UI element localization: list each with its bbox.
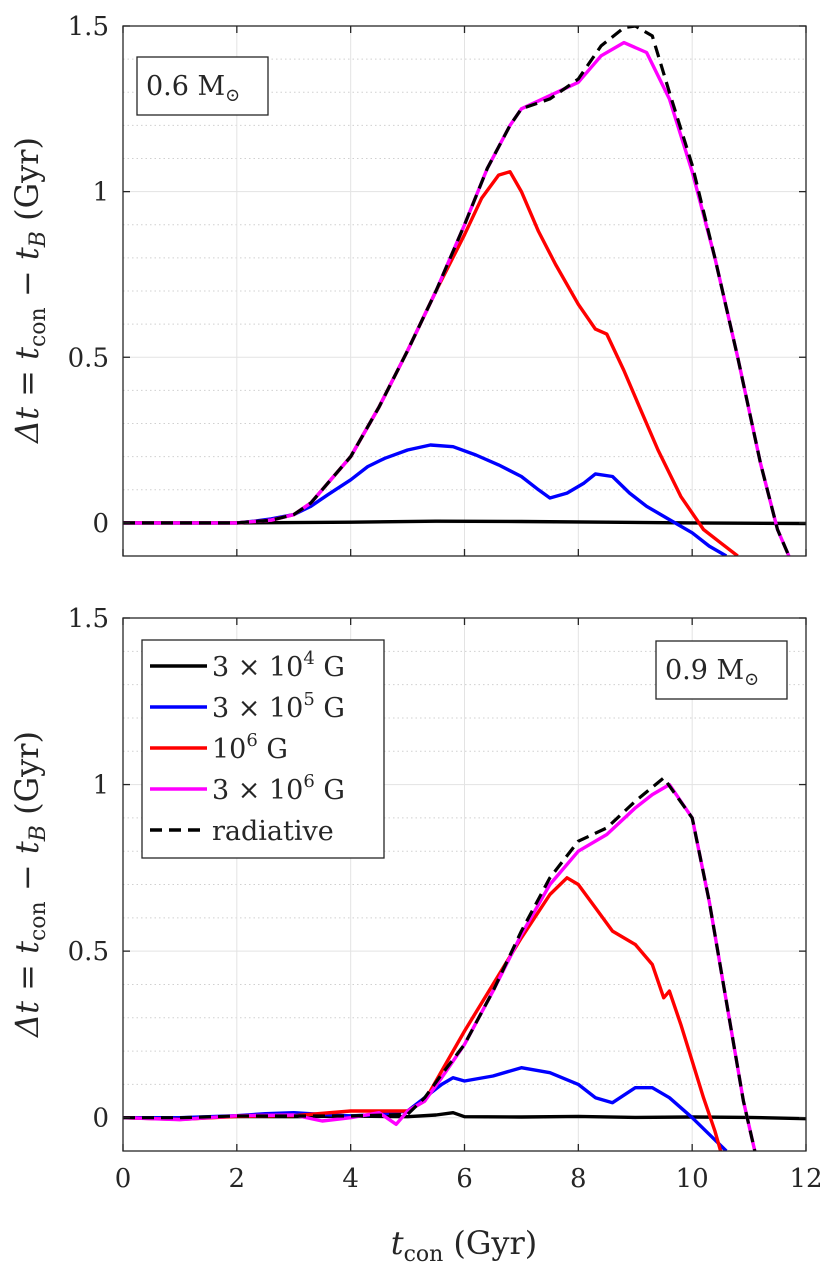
svg-text:0.6 M⊙: 0.6 M⊙ (146, 71, 240, 106)
ylabel-mid: − t (8, 247, 46, 307)
x-tick-label: 2 (229, 1164, 246, 1194)
y-tick-label: 1.5 (68, 12, 109, 42)
xlabel-sub: con (404, 1242, 444, 1267)
series-bottom (123, 776, 806, 1151)
x-tick-label: 12 (789, 1164, 822, 1194)
ticks-top: 0 0.5 1 1.5 (68, 12, 807, 556)
y-tick-label: 0.5 (68, 343, 109, 373)
legend-label-3e6: 3 × 106 G (212, 771, 345, 806)
y-tick-label: 1.5 (68, 604, 109, 634)
xlabel-unit: (Gyr) (453, 1224, 537, 1262)
x-tick-label: 0 (115, 1164, 132, 1194)
y-tick-label: 0.5 (68, 937, 109, 967)
ylabel-mid: − t (8, 841, 46, 901)
xlabel-main: t (391, 1224, 404, 1262)
ylabel-sub2: B (26, 231, 51, 248)
ylabel-lhs: Δt = t (8, 941, 46, 1039)
legend-label-3e5: 3 × 105 G (212, 689, 345, 724)
ylabel-sub2: B (26, 825, 51, 842)
panel-top: 0 0.5 1 1.5 0.6 M⊙ Δt = tcon − tB (Gyr) (8, 12, 807, 557)
series-line-radiative (123, 26, 791, 556)
y-axis-label-bottom: Δt = tcon − tB (Gyr) (8, 731, 51, 1039)
svg-text:0.9 M⊙: 0.9 M⊙ (665, 655, 759, 690)
series-line-radiative (123, 776, 757, 1151)
panel-label-text: 0.6 M (146, 71, 225, 102)
ticks-bottom: 0 0.5 1 1.5 0 2 4 6 8 10 12 (68, 604, 823, 1194)
series-top (123, 26, 806, 556)
ylabel-unit: (Gyr) (8, 731, 46, 825)
legend-label-radiative: radiative (212, 816, 334, 847)
ylabel-sub1: con (26, 307, 51, 347)
panel-label-text: 0.9 M (665, 655, 744, 686)
ylabel-lhs: Δt = t (8, 347, 46, 445)
series-line-1e6 (123, 876, 723, 1151)
x-axis-label: tcon (Gyr) (391, 1224, 538, 1267)
series-line-3e5 (123, 1065, 728, 1151)
x-tick-label: 6 (456, 1164, 473, 1194)
panel-label-bottom: 0.9 M⊙ (655, 640, 788, 700)
panel-label-box (655, 640, 788, 700)
panel-bottom: 00.511.50 2 4 6 8 10 12 0.9 M⊙ 3 × 104 G3 × 10… (8, 604, 823, 1267)
y-tick-label: 1 (92, 771, 109, 801)
y-tick-label: 0 (92, 1104, 109, 1134)
legend-label-1e6: 106 G (212, 730, 288, 765)
x-tick-label: 10 (676, 1164, 709, 1194)
y-axis-label-top: Δt = tcon − tB (Gyr) (8, 137, 51, 445)
sun-symbol: ⊙ (225, 85, 240, 106)
x-tick-label: 4 (342, 1164, 359, 1194)
sun-symbol: ⊙ (744, 669, 759, 690)
ylabel-unit: (Gyr) (8, 137, 46, 231)
panel-label-top: 0.6 M⊙ (136, 56, 269, 116)
legend: 3 × 104 G 3 × 105 G 106 G 3 × 106 G radiativ… (141, 639, 385, 859)
y-tick-label: 0 (92, 509, 109, 539)
legend-label-3e4: 3 × 104 G (212, 648, 345, 683)
x-tick-label: 8 (570, 1164, 587, 1194)
panel-label-box (136, 56, 269, 116)
ylabel-sub1: con (26, 901, 51, 941)
y-tick-label: 1 (92, 178, 109, 208)
